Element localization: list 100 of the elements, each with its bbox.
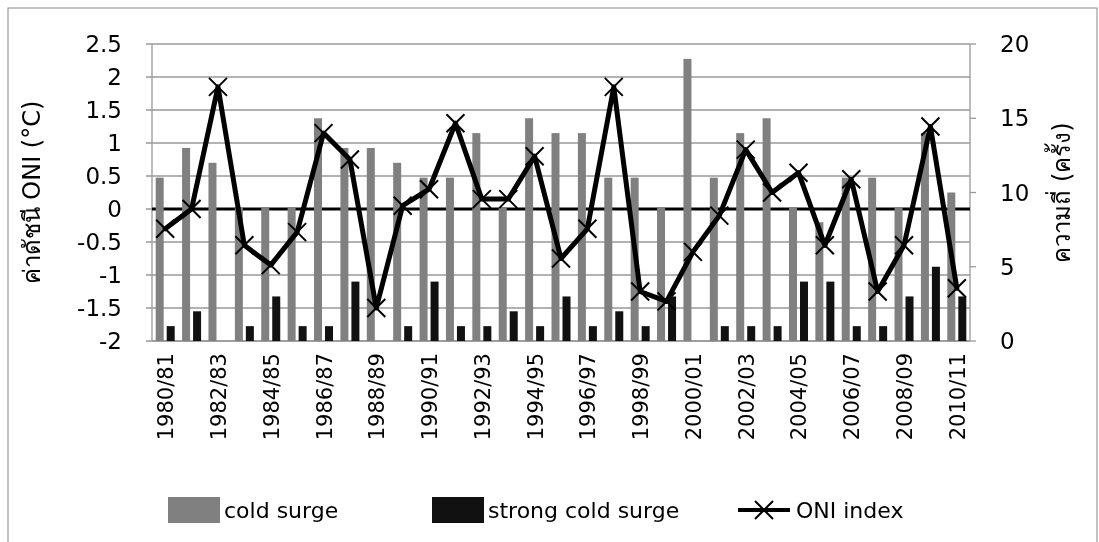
x-tick-label: 1988/89: [365, 353, 390, 441]
y2-axis-title: ความถี่ (ครั้ง): [1044, 122, 1076, 263]
y-tick-label: 0: [107, 196, 122, 222]
x-tick-label: 1994/95: [523, 353, 548, 441]
bar: [245, 326, 254, 341]
y2-tick-label: 5: [1000, 253, 1015, 280]
point: [524, 146, 545, 167]
bar: [799, 281, 808, 341]
x-tick-label: 1982/83: [206, 353, 231, 441]
point: [841, 169, 862, 190]
bar: [826, 281, 835, 341]
bar: [445, 177, 454, 341]
point: [762, 182, 783, 203]
bar: [272, 296, 281, 341]
y-axis-title: ค่าดัชนี ONI (°C): [18, 100, 46, 285]
legend-label: strong cold surge: [488, 498, 680, 523]
bar: [325, 326, 334, 341]
bar: [182, 147, 191, 341]
bar: [762, 118, 771, 341]
bar: [472, 133, 481, 341]
bar: [404, 326, 413, 341]
bar: [351, 281, 360, 341]
point: [920, 116, 941, 137]
bar: [340, 147, 349, 341]
x-tick-label: 2008/09: [893, 353, 918, 441]
x-tick-label: 2002/03: [734, 353, 759, 441]
bar: [525, 118, 534, 341]
bar: [958, 296, 967, 341]
bar: [314, 118, 323, 341]
y-tick-label: 0.5: [85, 163, 122, 189]
x-tick-label: 1986/87: [312, 353, 337, 441]
point: [313, 123, 334, 144]
point: [735, 139, 756, 160]
x-tick-label: 2006/07: [840, 353, 865, 441]
bar: [456, 326, 465, 341]
bar: [683, 58, 692, 341]
bar: [419, 177, 428, 341]
bar: [720, 326, 729, 341]
bar: [208, 162, 217, 341]
point: [339, 149, 360, 170]
y-tick-label: -1: [99, 262, 122, 288]
x-tick-label: 1992/93: [470, 353, 495, 441]
point: [181, 199, 202, 219]
point: [234, 235, 255, 256]
point: [709, 205, 730, 226]
point: [894, 235, 915, 256]
legend-label: ONI index: [796, 498, 904, 523]
x-tick-label: 2004/05: [787, 353, 812, 441]
point: [471, 189, 492, 210]
point: [814, 235, 835, 256]
bar: [509, 311, 518, 341]
bar: [657, 207, 666, 341]
point: [682, 241, 703, 262]
point: [551, 248, 571, 269]
point: [946, 278, 967, 299]
bar: [155, 177, 164, 341]
x-tick-label: 2010/11: [945, 353, 970, 441]
x-tick-label: 2000/01: [681, 353, 706, 441]
y-tick-label: -2: [99, 328, 122, 354]
bar: [773, 326, 782, 341]
y2-tick-label: 20: [1000, 31, 1030, 57]
point: [445, 113, 466, 134]
bar: [668, 296, 677, 341]
bar: [905, 296, 914, 341]
bar: [788, 207, 797, 341]
x-tick-label: 1996/97: [576, 353, 601, 441]
bar: [287, 207, 296, 341]
bar: [747, 326, 756, 341]
x-tick-label: 1980/81: [154, 353, 179, 441]
y-tick-label: 1.5: [85, 97, 122, 123]
bar: [604, 177, 613, 341]
y2-tick-label: 10: [1000, 179, 1030, 206]
bar: [736, 133, 745, 341]
point: [155, 218, 176, 239]
x-tick-label: 1998/99: [629, 353, 654, 441]
bar: [536, 326, 545, 341]
point: [498, 189, 519, 210]
bar: [641, 326, 650, 341]
bar: [615, 311, 624, 341]
point: [577, 218, 598, 239]
point: [603, 76, 624, 97]
y2-tick-label: 0: [1000, 328, 1015, 354]
bar: [166, 326, 175, 341]
bar: [879, 326, 888, 341]
y-tick-label: -1.5: [77, 295, 122, 321]
bar: [430, 281, 439, 341]
legend-label: cold surge: [224, 498, 339, 523]
point: [207, 76, 228, 97]
bar: [562, 296, 571, 341]
y-tick-label: 1: [107, 130, 122, 156]
bar: [483, 326, 492, 341]
y2-tick-label: 15: [1000, 105, 1030, 132]
bar: [931, 266, 940, 341]
bar: [577, 133, 586, 341]
y-tick-label: 2: [107, 64, 122, 90]
bar: [298, 326, 307, 341]
point: [366, 298, 387, 318]
x-tick-label: 1984/85: [259, 353, 284, 441]
bar: [193, 311, 202, 341]
point: [392, 195, 413, 216]
